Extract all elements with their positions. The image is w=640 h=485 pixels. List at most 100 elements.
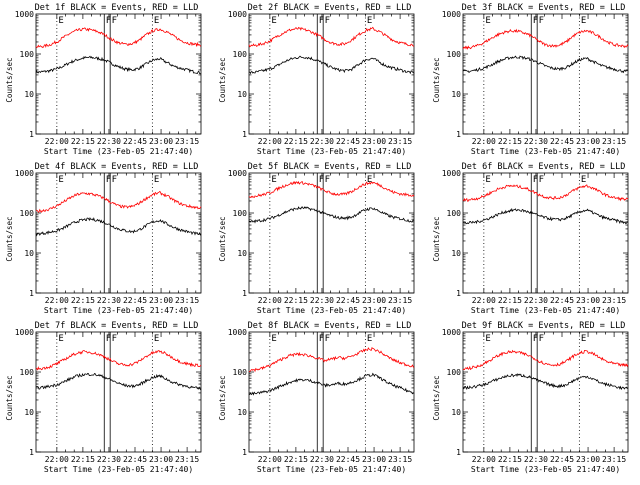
x-tick-label: 22:30 xyxy=(524,296,548,305)
flag-label: F xyxy=(112,334,117,344)
series-line-events xyxy=(249,55,415,75)
flag-label: E xyxy=(367,334,372,344)
y-tick-label: 1000 xyxy=(442,169,461,178)
flag-label: F xyxy=(325,334,330,344)
flag-label: F xyxy=(106,334,111,344)
x-axis-label: Start Time (23-Feb-05 21:47:40) xyxy=(44,147,193,156)
flag-label: E xyxy=(581,16,586,26)
x-axis-label: Start Time (23-Feb-05 21:47:40) xyxy=(471,465,620,474)
x-axis-label: Start Time (23-Feb-05 21:47:40) xyxy=(257,306,406,315)
x-tick-label: 22:00 xyxy=(258,296,282,305)
y-tick-label: 10 xyxy=(24,408,34,417)
flag-label: F xyxy=(325,16,330,26)
y-tick-label: 1 xyxy=(29,289,34,298)
axes-frame xyxy=(462,13,629,135)
axes-frame xyxy=(35,13,202,135)
x-tick-label: 22:15 xyxy=(498,137,522,146)
y-tick-label: 1000 xyxy=(15,328,34,337)
x-tick-label: 22:15 xyxy=(284,137,308,146)
flag-label: F xyxy=(539,175,544,185)
axes-frame xyxy=(35,172,202,294)
axes-frame xyxy=(248,13,415,135)
y-tick-label: 10 xyxy=(24,90,34,99)
y-tick-label: 1 xyxy=(456,448,461,457)
series-line-lld xyxy=(248,180,415,199)
x-tick-label: 23:15 xyxy=(175,296,199,305)
series-line-events xyxy=(248,206,415,224)
flag-label: F xyxy=(106,16,111,26)
series-line-lld xyxy=(35,349,202,371)
series-line-lld xyxy=(248,26,414,48)
y-tick-label: 100 xyxy=(20,50,35,59)
chart-title: Det 2f BLACK = Events, RED = LLD xyxy=(248,3,412,13)
x-tick-label: 22:15 xyxy=(498,455,522,464)
x-axis-label: Start Time (23-Feb-05 21:47:40) xyxy=(257,465,406,474)
flag-label: F xyxy=(112,16,117,26)
y-tick-label: 10 xyxy=(24,249,34,258)
axes-frame xyxy=(462,172,629,294)
x-tick-label: 23:15 xyxy=(602,296,626,305)
flag-label: E xyxy=(485,175,490,185)
y-tick-label: 10 xyxy=(237,249,247,258)
y-tick-label: 1 xyxy=(456,289,461,298)
x-axis-label: Start Time (23-Feb-05 21:47:40) xyxy=(44,465,193,474)
axes-frame xyxy=(248,331,415,453)
y-axis-label: Counts/sec xyxy=(432,216,441,261)
chart-title: Det 3f BLACK = Events, RED = LLD xyxy=(462,3,626,13)
x-tick-label: 22:30 xyxy=(524,137,548,146)
x-tick-label: 22:45 xyxy=(123,455,147,464)
x-tick-label: 22:30 xyxy=(310,137,334,146)
y-axis-label: Counts/sec xyxy=(5,216,14,261)
flag-label: E xyxy=(485,334,490,344)
y-axis-label: Counts/sec xyxy=(432,57,441,102)
x-tick-label: 22:30 xyxy=(97,296,121,305)
flag-label: F xyxy=(319,334,324,344)
x-tick-label: 22:15 xyxy=(71,137,95,146)
flag-label: E xyxy=(485,16,490,26)
y-tick-label: 10 xyxy=(237,90,247,99)
flag-label: F xyxy=(112,175,117,185)
x-tick-label: 23:15 xyxy=(175,455,199,464)
chart-title: Det 8f BLACK = Events, RED = LLD xyxy=(248,321,412,331)
x-tick-label: 22:00 xyxy=(472,137,496,146)
series-line-events xyxy=(35,217,202,237)
y-axis-label: Counts/sec xyxy=(218,375,227,420)
flag-label: E xyxy=(58,175,63,185)
x-tick-label: 23:15 xyxy=(388,137,412,146)
series-line-lld xyxy=(248,346,415,373)
axes-frame xyxy=(462,331,629,453)
y-tick-label: 1 xyxy=(242,448,247,457)
y-tick-label: 100 xyxy=(233,50,248,59)
x-tick-label: 22:45 xyxy=(123,296,147,305)
y-axis-label: Counts/sec xyxy=(432,375,441,420)
y-tick-label: 1000 xyxy=(442,328,461,337)
x-tick-label: 22:00 xyxy=(472,296,496,305)
x-tick-label: 22:30 xyxy=(97,455,121,464)
flag-label: E xyxy=(154,16,159,26)
series-line-events xyxy=(462,373,629,391)
flag-label: E xyxy=(581,175,586,185)
x-tick-label: 23:15 xyxy=(388,296,412,305)
y-tick-label: 1000 xyxy=(228,328,247,337)
series-line-events xyxy=(462,55,629,74)
flag-label: E xyxy=(58,16,63,26)
y-tick-label: 1 xyxy=(456,130,461,139)
flag-label: E xyxy=(271,16,276,26)
x-tick-label: 22:45 xyxy=(123,137,147,146)
flag-label: E xyxy=(367,16,372,26)
flag-label: F xyxy=(533,16,538,26)
flag-label: F xyxy=(533,175,538,185)
y-axis-label: Counts/sec xyxy=(218,57,227,102)
x-tick-label: 22:30 xyxy=(310,455,334,464)
y-tick-label: 100 xyxy=(233,368,248,377)
x-tick-label: 23:00 xyxy=(362,137,386,146)
y-tick-label: 1 xyxy=(29,448,34,457)
series-line-events xyxy=(462,207,629,225)
axes-frame xyxy=(35,331,202,453)
